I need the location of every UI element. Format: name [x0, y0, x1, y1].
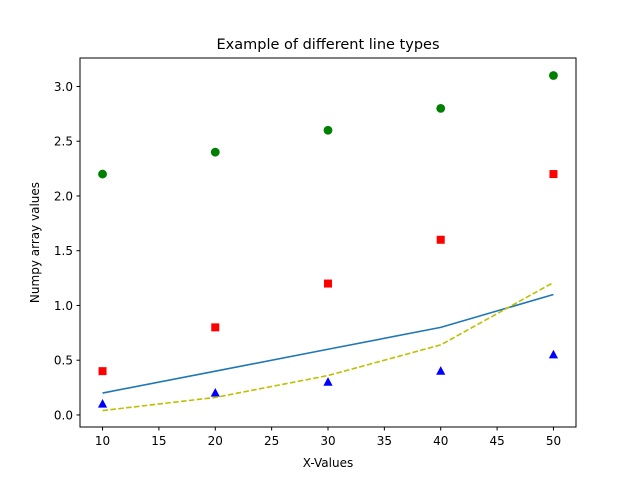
- y-tick-label: 1.0: [54, 299, 73, 313]
- x-tick-label: 35: [377, 434, 392, 448]
- x-tick-label: 25: [264, 434, 279, 448]
- series-layer: [97, 71, 559, 412]
- circle-marker: [549, 71, 558, 80]
- y-tick-label: 0.0: [54, 408, 73, 422]
- y-axis-ticks: 0.0 0.5 1.0 1.5 2.0 2.5 3.0: [54, 80, 80, 422]
- triangle-marker: [323, 377, 333, 386]
- chart-title: Example of different line types: [216, 37, 439, 53]
- x-tick-label: 50: [546, 434, 561, 448]
- x-tick-label: 20: [208, 434, 223, 448]
- triangle-marker: [548, 349, 559, 359]
- triangle-marker: [210, 388, 220, 397]
- y-tick-label: 3.0: [54, 80, 73, 94]
- x-tick-label: 45: [489, 434, 504, 448]
- triangle-marker: [436, 366, 446, 375]
- series-0-line: [102, 293, 554, 394]
- y-tick-label: 1.5: [54, 244, 73, 258]
- circle-marker: [98, 169, 107, 179]
- plot-frame: [79, 57, 577, 428]
- x-axis-label: X-Values: [303, 456, 353, 470]
- square-marker: [436, 235, 445, 244]
- square-marker: [211, 323, 220, 332]
- series-3-line: [102, 281, 554, 412]
- y-tick-label: 2.5: [54, 135, 73, 149]
- triangle-marker: [97, 399, 108, 408]
- y-tick-label: 0.5: [54, 354, 73, 368]
- x-tick-label: 30: [320, 434, 335, 448]
- x-axis-ticks: 10 15 20 25 30 35 40 45 50: [95, 427, 561, 448]
- y-tick-label: 2.0: [54, 189, 73, 203]
- circle-marker: [436, 103, 446, 113]
- x-tick-label: 10: [95, 434, 110, 448]
- x-tick-label: 40: [433, 434, 448, 448]
- square-marker: [549, 170, 558, 179]
- y-axis-label: Numpy array values: [28, 182, 42, 303]
- square-marker: [324, 279, 332, 288]
- x-tick-label: 15: [151, 434, 166, 448]
- circle-marker: [210, 147, 220, 157]
- square-marker: [98, 367, 107, 376]
- circle-marker: [323, 125, 333, 135]
